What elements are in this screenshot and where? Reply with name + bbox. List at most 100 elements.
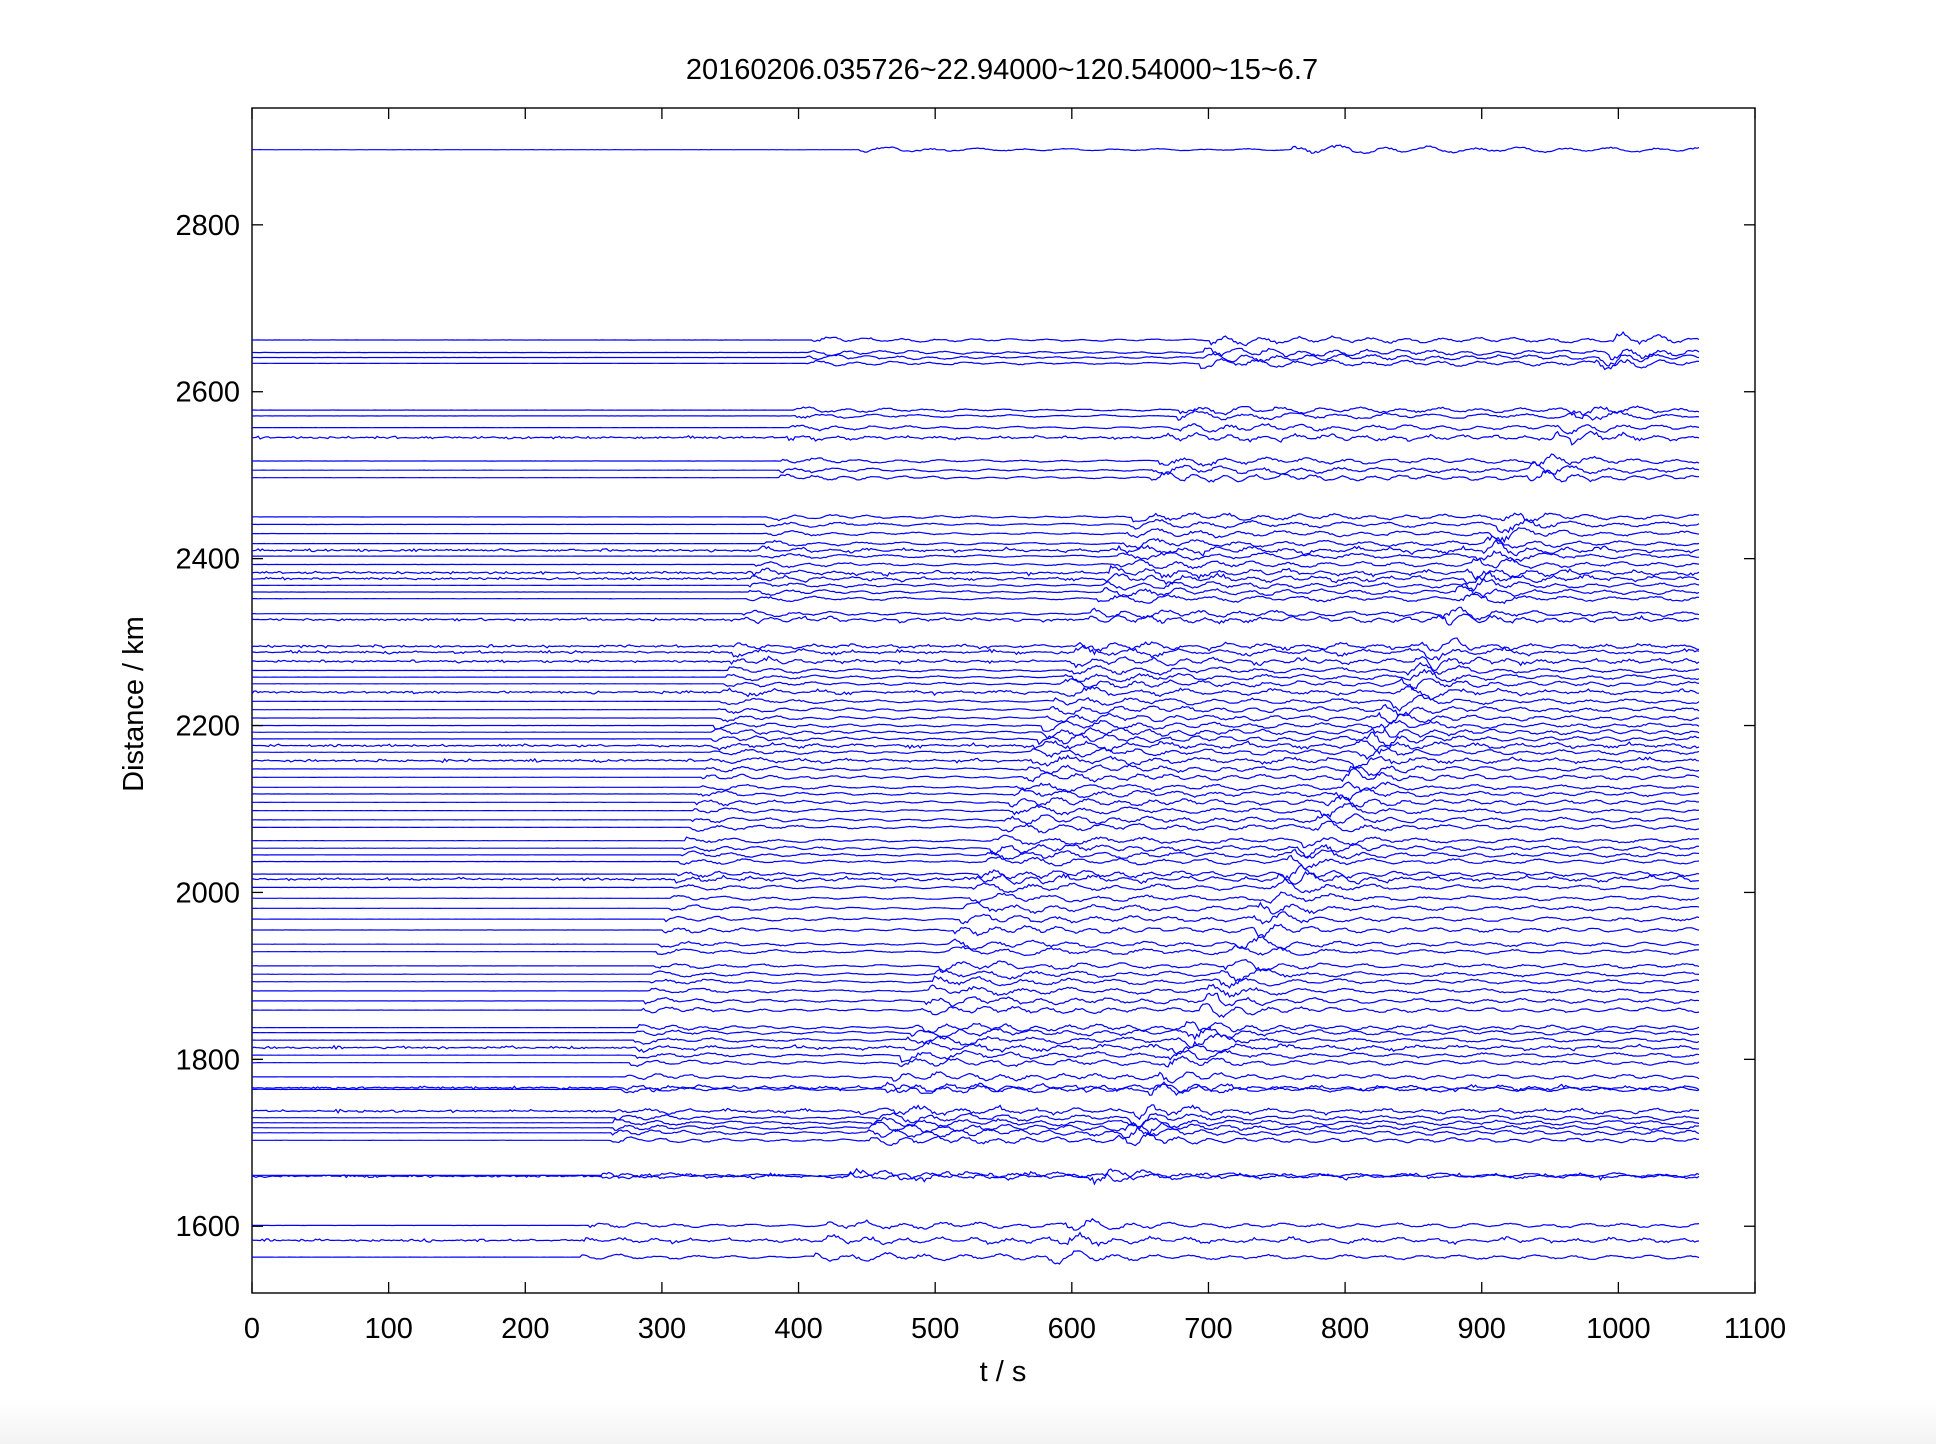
station-waveform-trace [252, 911, 1700, 925]
station-waveform-trace [252, 1217, 1700, 1231]
station-waveform-trace [252, 1121, 1700, 1136]
station-waveform-trace [251, 719, 1700, 735]
x-tick-label: 900 [1458, 1313, 1506, 1345]
station-waveform-trace [251, 1167, 1700, 1186]
station-waveform-trace [252, 430, 1700, 446]
station-waveform-trace [252, 1002, 1700, 1018]
station-waveform-trace [252, 677, 1700, 691]
chart-title: 20160206.035726~22.94000~120.54000~15~6.… [686, 54, 1318, 86]
station-waveform-trace [251, 1055, 1700, 1068]
station-waveform-trace [251, 745, 1700, 760]
station-waveform-trace [252, 854, 1700, 870]
station-waveform-trace [252, 935, 1700, 951]
station-waveform-trace [252, 1124, 1700, 1139]
station-waveform-trace [252, 731, 1700, 747]
x-tick-label: 1100 [1724, 1313, 1786, 1345]
x-axis: 0 100 200 300 400 500 600 700 800 900 1000 1100 [244, 108, 1786, 1345]
station-waveform-trace [251, 685, 1700, 701]
station-waveform-trace [251, 992, 1700, 1008]
station-waveform-trace [251, 802, 1700, 818]
station-waveform-trace [252, 849, 1700, 860]
station-waveform-trace [252, 535, 1700, 549]
y-tick-label: 2200 [175, 711, 240, 743]
station-waveform-trace [251, 787, 1700, 802]
station-waveform-trace [252, 944, 1699, 957]
station-waveform-trace [251, 637, 1700, 656]
station-waveform-trace [251, 1071, 1700, 1084]
station-waveform-trace [251, 763, 1700, 777]
waveform-traces [251, 144, 1700, 1265]
station-waveform-trace [251, 644, 1700, 661]
station-waveform-trace [252, 1033, 1700, 1049]
station-waveform-trace [252, 1025, 1700, 1041]
station-waveform-trace [251, 813, 1700, 825]
station-waveform-trace [252, 1116, 1700, 1129]
station-waveform-trace [251, 539, 1700, 557]
station-waveform-trace [251, 1039, 1700, 1055]
x-tick-label: 500 [911, 1313, 959, 1345]
station-waveform-trace [251, 661, 1700, 676]
station-waveform-trace [252, 711, 1700, 724]
station-waveform-trace [252, 864, 1700, 881]
y-tick-label: 2000 [175, 877, 240, 909]
station-waveform-trace [251, 1231, 1700, 1247]
station-waveform-trace [251, 550, 1700, 562]
x-axis-label: t / s [980, 1356, 1027, 1388]
station-waveform-trace [252, 461, 1700, 476]
station-waveform-trace [252, 703, 1700, 717]
station-waveform-trace [251, 144, 1700, 155]
station-waveform-trace [251, 511, 1700, 523]
x-tick-label: 800 [1321, 1313, 1369, 1345]
station-waveform-trace [252, 668, 1700, 683]
station-waveform-trace [251, 1104, 1699, 1121]
station-waveform-trace [251, 613, 1700, 626]
station-waveform-trace [252, 347, 1700, 361]
station-waveform-trace [251, 564, 1700, 581]
station-waveform-trace [252, 834, 1700, 849]
station-waveform-trace [252, 1131, 1700, 1147]
station-waveform-trace [252, 723, 1700, 740]
y-tick-label: 2400 [175, 544, 240, 576]
y-tick-label: 1800 [175, 1044, 240, 1076]
y-axis-label: Distance / km [118, 616, 150, 792]
station-waveform-trace [251, 405, 1700, 420]
station-waveform-trace [252, 357, 1700, 371]
station-waveform-trace [252, 582, 1700, 599]
bottom-fade [0, 1400, 1936, 1444]
station-waveform-trace [251, 754, 1700, 770]
x-tick-label: 100 [364, 1313, 412, 1345]
station-waveform-trace [252, 923, 1700, 939]
station-waveform-trace [251, 570, 1700, 586]
y-axis: 1600 1800 2000 2200 2400 2600 2800 [175, 210, 1755, 1243]
station-waveform-trace [251, 557, 1700, 570]
station-waveform-trace [251, 1081, 1700, 1096]
station-waveform-trace [251, 983, 1699, 998]
station-waveform-trace [251, 870, 1700, 885]
station-waveform-trace [251, 958, 1700, 974]
station-waveform-trace [252, 453, 1700, 467]
station-waveform-trace [252, 470, 1700, 483]
station-waveform-trace [252, 1112, 1700, 1128]
x-tick-label: 0 [244, 1313, 260, 1345]
station-waveform-trace [251, 655, 1700, 672]
station-waveform-trace [252, 975, 1700, 989]
station-waveform-trace [251, 591, 1700, 605]
x-tick-label: 700 [1184, 1313, 1232, 1345]
y-tick-label: 1600 [175, 1211, 240, 1243]
x-tick-label: 600 [1048, 1313, 1096, 1345]
x-tick-label: 200 [501, 1313, 549, 1345]
station-waveform-trace [252, 1083, 1700, 1096]
station-waveform-trace [252, 577, 1700, 592]
station-waveform-trace [251, 352, 1700, 367]
station-waveform-trace [252, 877, 1700, 894]
station-waveform-trace [252, 968, 1700, 983]
station-waveform-trace [252, 843, 1700, 859]
station-waveform-trace [251, 820, 1700, 834]
station-waveform-trace [251, 423, 1700, 435]
x-tick-label: 400 [774, 1313, 822, 1345]
station-waveform-trace [252, 767, 1700, 783]
station-waveform-trace [252, 739, 1700, 755]
x-tick-label: 1000 [1586, 1313, 1651, 1345]
station-waveform-trace [251, 694, 1700, 712]
